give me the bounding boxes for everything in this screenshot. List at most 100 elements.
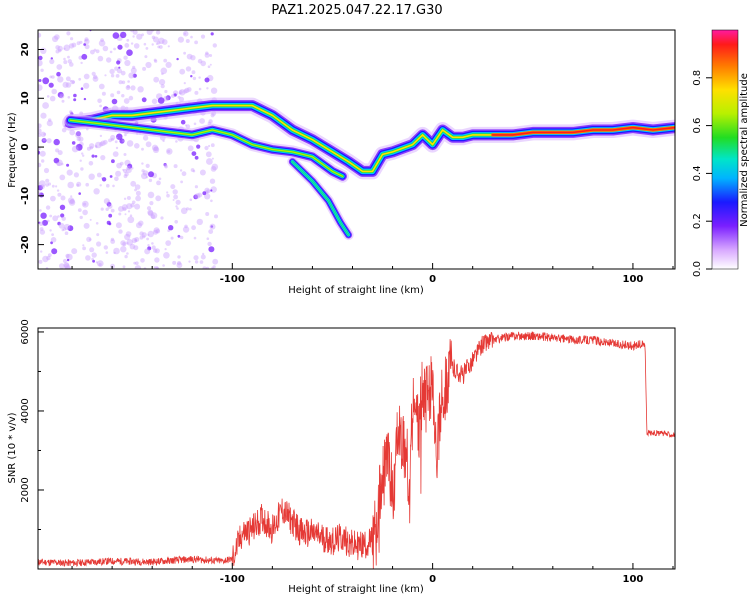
spectrogram-noise-dot [163, 95, 169, 102]
spectrogram-noise-dot [80, 87, 84, 90]
spectrogram-noise-dot [196, 218, 203, 226]
spectrogram-noise-dot [79, 159, 82, 162]
spectrogram-noise-dot [139, 231, 144, 236]
spectrogram-noise-dot [38, 84, 43, 91]
spectrogram-noise-dot [104, 74, 107, 77]
spectrogram-noise-dot [185, 124, 191, 129]
spectrogram-noise-dot [83, 97, 87, 101]
spectrogram-noise-dot [57, 192, 62, 197]
spectrogram-noise-dot [202, 266, 207, 269]
spectrogram-noise-dot [211, 157, 214, 160]
spectrogram-noise-dot [205, 51, 209, 55]
spectrogram-noise-dot [38, 221, 41, 224]
spectrogram-noise-dot [52, 35, 59, 43]
spectrogram-noise-dot [121, 94, 125, 98]
spectrogram-noise-dot [199, 169, 206, 176]
spectrogram-noise-dot [38, 123, 42, 129]
spectrogram-noise-dot [124, 254, 128, 259]
spectrogram-noise-dot [89, 146, 94, 150]
spectrogram-noise-dot [160, 84, 165, 89]
spectrogram-noise-dot [63, 223, 71, 231]
spectrogram-noise-dot [107, 203, 113, 209]
spectrogram-noise-dot [147, 210, 154, 217]
spectrogram-noise-dot [138, 220, 144, 226]
spectrogram-noise-dot [81, 53, 88, 60]
spectrogram-noise-dot [110, 134, 116, 141]
spectrogram-noise-dot [46, 255, 51, 261]
spectrogram-noise-dot [50, 57, 53, 60]
spectrogram-noise-dot [130, 180, 137, 187]
spectrogram-noise-dot [57, 45, 63, 52]
spectrogram-noise-dot [209, 223, 216, 230]
spectrogram-noise-dot [190, 35, 193, 39]
spectrogram-noise-dot [159, 79, 166, 86]
spectrogram-noise-dot [86, 236, 92, 242]
spectrogram-noise-dot [166, 193, 170, 198]
spectrogram-noise-dot [183, 51, 187, 55]
spectrogram-noise-dot [39, 227, 44, 231]
spectrogram-noise-dot [73, 172, 79, 178]
spectrogram-noise-dot [77, 208, 82, 213]
spectrogram-noise-dot [149, 201, 154, 206]
spectrogram-noise-dot [66, 258, 70, 262]
spectrogram-noise-dot [98, 39, 106, 47]
spectrogram-noise-dot [184, 87, 190, 93]
spectrogram-noise-dot [70, 195, 73, 198]
spectrogram-noise-dot [45, 183, 49, 187]
spectrogram-noise-dot [144, 55, 148, 59]
spectrogram-noise-dot [200, 60, 206, 67]
spectrogram-noise-dot [164, 165, 168, 169]
spectrogram-noise-dot [180, 207, 188, 215]
spectrogram-noise-dot [58, 222, 65, 229]
high-amplitude-core [491, 126, 675, 136]
spectrogram-noise-dot [66, 31, 71, 36]
spectrogram-noise-dot [67, 197, 75, 204]
spectrogram-noise-dot [193, 194, 199, 200]
spectrogram-noise-dot [55, 148, 60, 153]
spectrogram-noise-dot [64, 265, 71, 269]
spectrogram-noise-dot [175, 140, 178, 143]
spectrogram-noise-dot [45, 178, 50, 183]
spectrogram-noise-dot [137, 86, 144, 93]
spectrogram-noise-dot [206, 158, 213, 165]
spectrogram-noise-dot [52, 215, 59, 222]
spectrogram-y-tick-label: 0 [20, 144, 31, 151]
spectrogram-noise-dot [145, 47, 149, 50]
spectrogram-noise-dot [214, 214, 218, 219]
snr-x-axis-label: Height of straight line (km) [288, 584, 424, 595]
spectrogram-noise-dot [184, 224, 188, 229]
spectrogram-noise-dot [152, 146, 160, 153]
branch-frequency-ridge [287, 156, 354, 241]
spectrogram-noise-dot [205, 266, 210, 269]
spectrogram-noise-dot [153, 146, 159, 152]
spectrogram-y-axis-label: Frequency (Hz) [7, 112, 18, 188]
spectrogram-noise-dot [88, 238, 92, 241]
spectrogram-noise-dot [82, 244, 85, 247]
snr-y-tick-label: 6000 [20, 319, 31, 344]
spectrogram-noise-dot [79, 215, 83, 220]
spectrogram-noise-dot [133, 43, 140, 49]
spectrogram-noise-dot [50, 195, 56, 202]
spectrogram-noise-dot [177, 261, 182, 266]
spectrogram-noise-dot [40, 131, 46, 137]
spectrogram-noise-dot [183, 89, 188, 94]
spectrogram-noise-dot [116, 136, 118, 139]
spectrogram-noise-dot [173, 194, 179, 200]
spectrogram-noise-dot [108, 222, 112, 226]
spectrogram-noise-dot [126, 165, 131, 171]
spectrogram-noise-dot [73, 93, 77, 98]
spectrogram-noise-dot [98, 83, 105, 90]
snr-plot-area [38, 331, 675, 569]
spectrogram-noise-dot [71, 80, 75, 84]
spectrogram-noise-dot [110, 137, 114, 142]
spectrogram-noise-dot [102, 45, 109, 52]
spectrogram-noise-dot [100, 140, 106, 146]
spectrogram-noise-dot [126, 38, 130, 42]
spectrogram-noise-dot [76, 183, 80, 187]
spectrogram-noise-dot [38, 150, 41, 155]
spectrogram-noise-dot [46, 138, 52, 144]
spectrogram-noise-dot [41, 159, 45, 163]
spectrogram-noise-dot [129, 214, 133, 217]
spectrogram-noise-dot [210, 32, 214, 36]
spectrogram-noise-dot [176, 57, 179, 61]
